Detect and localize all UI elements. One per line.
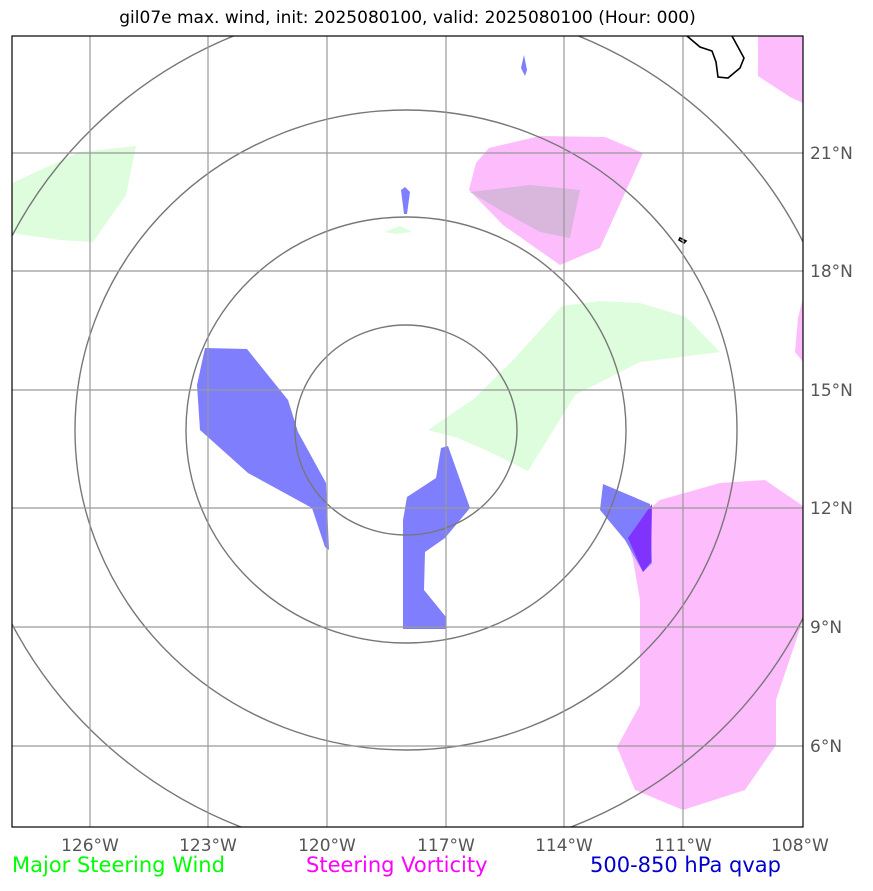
map-title: gil07e max. wind, init: 2025080100, vali… xyxy=(119,8,696,28)
lon-label: 114°W xyxy=(535,836,593,856)
vorticity-area-southeast xyxy=(617,480,803,810)
wind-area-central-band xyxy=(428,301,720,471)
qvap-area-north-small xyxy=(401,187,410,214)
wind-area-west xyxy=(12,146,136,242)
lon-label: 120°W xyxy=(298,836,356,856)
island-outline xyxy=(677,236,688,245)
coastline-northeast xyxy=(686,36,745,79)
lon-label: 117°W xyxy=(417,836,475,856)
longitude-labels: 126°W 123°W 120°W 117°W 114°W 111°W 108°… xyxy=(61,836,829,856)
latitude-labels: 21°N 18°N 15°N 12°N 9°N 6°N xyxy=(810,144,853,757)
qvap-fields xyxy=(197,55,652,629)
range-rings xyxy=(12,36,803,827)
vorticity-area-east-edge xyxy=(795,298,803,362)
vorticity-fields xyxy=(469,36,803,810)
qvap-area-south xyxy=(403,446,470,629)
lon-label: 126°W xyxy=(61,836,119,856)
legend-qvap: 500-850 hPa qvap xyxy=(590,853,781,877)
lat-label: 9°N xyxy=(810,618,842,638)
lon-label: 123°W xyxy=(179,836,237,856)
lat-label: 21°N xyxy=(810,144,853,164)
range-ring-2 xyxy=(185,216,627,644)
range-ring-3 xyxy=(74,109,738,751)
map-area xyxy=(12,36,803,827)
legend-steering-wind: Major Steering Wind xyxy=(12,853,225,877)
legend-steering-vorticity: Steering Vorticity xyxy=(306,853,488,877)
lat-label: 18°N xyxy=(810,262,853,282)
lat-label: 12°N xyxy=(810,499,853,519)
lon-label: 108°W xyxy=(771,836,829,856)
map-frame xyxy=(11,35,804,828)
qvap-area-northeast-small xyxy=(521,55,527,76)
range-ring-1 xyxy=(294,324,518,536)
wind-area-small xyxy=(384,226,412,234)
lat-label: 15°N xyxy=(810,381,853,401)
coastlines xyxy=(677,36,745,245)
vorticity-area-north-central-core xyxy=(470,185,580,238)
lat-label: 6°N xyxy=(810,737,842,757)
range-ring-4 xyxy=(12,36,803,827)
steering-wind-fields xyxy=(12,146,720,471)
qvap-area-east-core xyxy=(628,504,652,572)
lon-label: 111°W xyxy=(654,836,712,856)
qvap-area-west xyxy=(197,348,329,550)
vorticity-area-northeast xyxy=(758,36,803,103)
gridlines xyxy=(12,36,803,827)
